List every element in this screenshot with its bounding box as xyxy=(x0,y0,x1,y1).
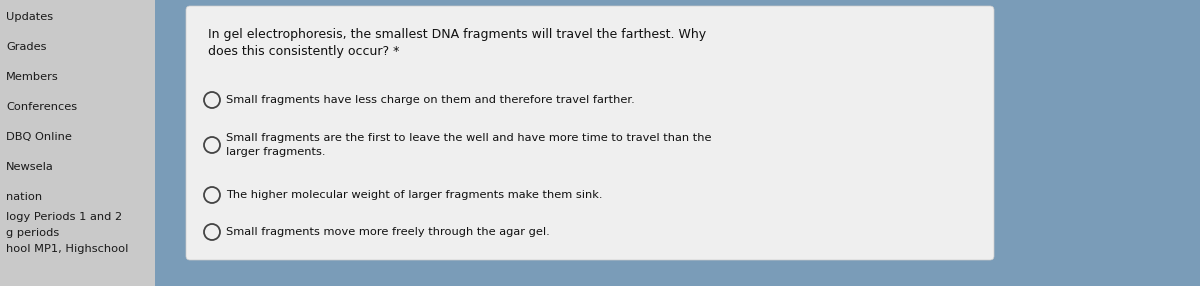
Text: Newsela: Newsela xyxy=(6,162,54,172)
Text: nation: nation xyxy=(6,192,42,202)
Text: logy Periods 1 and 2: logy Periods 1 and 2 xyxy=(6,212,122,222)
Text: hool MP1, Highschool: hool MP1, Highschool xyxy=(6,244,128,254)
Text: Grades: Grades xyxy=(6,42,47,52)
Text: Conferences: Conferences xyxy=(6,102,77,112)
Text: Small fragments are the first to leave the well and have more time to travel tha: Small fragments are the first to leave t… xyxy=(226,133,712,157)
Text: Updates: Updates xyxy=(6,12,53,22)
Text: Members: Members xyxy=(6,72,59,82)
Text: DBQ Online: DBQ Online xyxy=(6,132,72,142)
Text: Small fragments move more freely through the agar gel.: Small fragments move more freely through… xyxy=(226,227,550,237)
Text: In gel electrophoresis, the smallest DNA fragments will travel the farthest. Why: In gel electrophoresis, the smallest DNA… xyxy=(208,28,706,41)
Text: Small fragments have less charge on them and therefore travel farther.: Small fragments have less charge on them… xyxy=(226,95,635,105)
Text: does this consistently occur? *: does this consistently occur? * xyxy=(208,45,400,58)
Text: The higher molecular weight of larger fragments make them sink.: The higher molecular weight of larger fr… xyxy=(226,190,602,200)
FancyBboxPatch shape xyxy=(186,6,994,260)
Bar xyxy=(0,0,155,286)
Text: g periods: g periods xyxy=(6,228,59,238)
